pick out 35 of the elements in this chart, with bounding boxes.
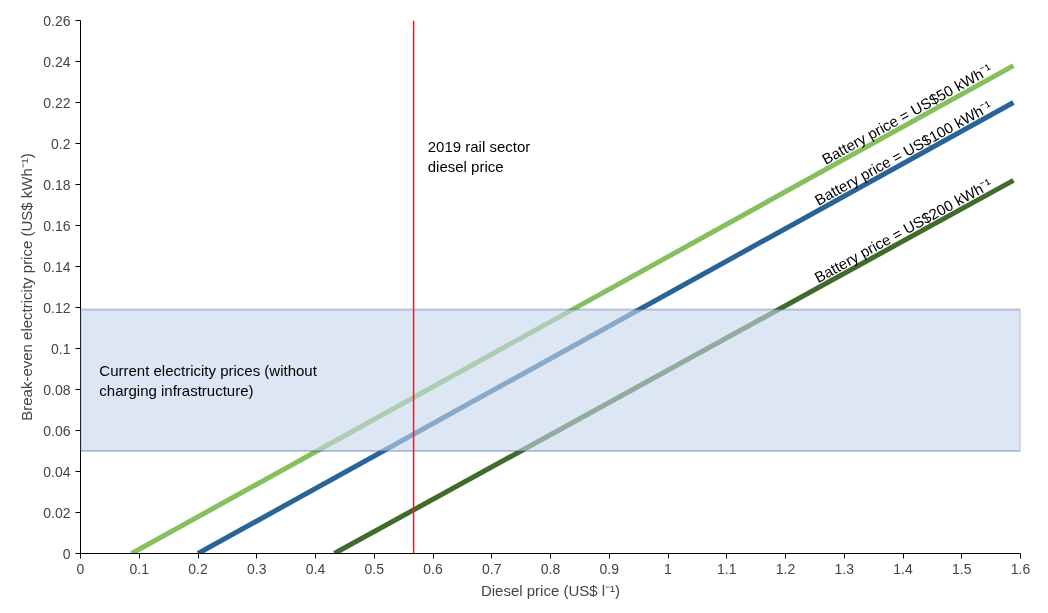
y-axis-title: Break-even electricity price (US$ kWh⁻¹) (18, 153, 36, 421)
x-tick-label: 0.7 (482, 560, 502, 577)
x-tick-label: 0.8 (540, 560, 561, 577)
x-tick-label: 1.6 (1010, 560, 1031, 577)
x-tick-label: 1 (664, 560, 673, 577)
y-tick-label: 0.14 (43, 258, 71, 275)
x-axis-title: Diesel price (US$ l⁻¹) (480, 581, 621, 599)
y-tick-label: 0.22 (43, 94, 71, 111)
y-tick-label: 0.26 (43, 12, 71, 29)
x-tick-label: 0.9 (599, 560, 620, 577)
y-tick-label: 0.02 (43, 504, 71, 521)
y-tick-label: 0.12 (43, 299, 71, 316)
ref-line-label: 2019 rail sector diesel price (427, 137, 531, 176)
x-tick-label: 1.3 (834, 560, 855, 577)
x-tick-label: 0.1 (129, 560, 150, 577)
x-tick-label: 0.4 (305, 560, 326, 577)
x-tick-label: 0.2 (188, 560, 208, 577)
y-tick-label: 0.08 (43, 381, 71, 398)
y-tick-label: 0.1 (51, 340, 71, 357)
x-tick-label: 0.6 (423, 560, 443, 577)
y-tick-label: 0.24 (43, 53, 71, 70)
x-tick-label: 0.3 (247, 560, 267, 577)
y-tick-label: 0.04 (43, 463, 71, 480)
y-tick-label: 0.18 (43, 176, 71, 193)
y-tick-label: 0.16 (43, 217, 71, 234)
x-tick-label: 1.1 (717, 560, 737, 577)
x-tick-label: 1.4 (893, 560, 913, 577)
y-tick-label: 0.06 (43, 422, 71, 439)
y-tick-label: 0.2 (51, 135, 71, 152)
x-tick-label: 0.5 (364, 560, 385, 577)
x-tick-label: 1.2 (775, 560, 796, 577)
x-tick-label: 1.5 (952, 560, 972, 577)
x-tick-label: 0 (76, 560, 85, 577)
band-label: Current electricity prices (without charging infrastructure) (99, 361, 318, 399)
y-tick-label: 0 (62, 545, 71, 562)
